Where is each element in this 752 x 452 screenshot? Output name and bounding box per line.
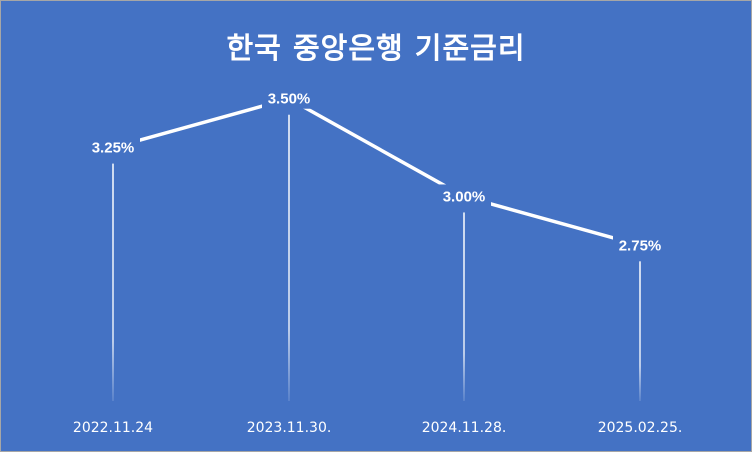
data-label-2: 3.50% [268, 91, 311, 108]
data-label-4: 2.75% [619, 237, 662, 254]
drop-line-2 [288, 114, 290, 402]
x-tick-label-3: 2024.11.28. [422, 420, 507, 436]
data-label-1: 3.25% [92, 140, 135, 157]
data-label-bg-2 [262, 86, 316, 109]
data-label-3: 3.00% [443, 188, 486, 205]
data-label-bg-4 [613, 233, 667, 256]
drop-line-3 [463, 212, 465, 401]
x-tick-label-2: 2023.11.30. [247, 420, 332, 436]
x-tick-label-1: 2022.11.24 [73, 420, 153, 436]
chart-title: 한국 중앙은행 기준금리 [226, 31, 526, 65]
drop-line-4 [639, 261, 641, 401]
data-label-bg-3 [437, 184, 491, 207]
x-tick-label-4: 2025.02.25. [598, 420, 683, 436]
series-line [112, 96, 641, 248]
drop-line-1 [112, 163, 114, 401]
data-label-bg-1 [86, 135, 140, 158]
